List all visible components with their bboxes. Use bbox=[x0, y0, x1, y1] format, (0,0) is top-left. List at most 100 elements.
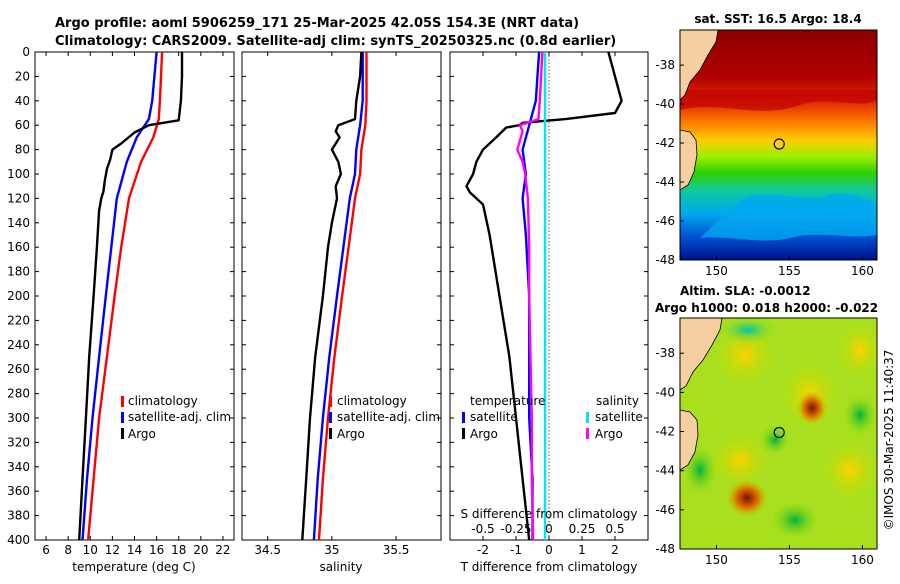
sst-map-panel: sat. SST: 16.5 Argo: 18.4 150 155 160 -38 -4… bbox=[655, 12, 878, 278]
salinity-legend: climatology satellite-adj. clim Argo bbox=[329, 394, 440, 441]
lon-tick-label: 150 bbox=[705, 553, 728, 567]
lat-tick-label: -38 bbox=[655, 58, 675, 72]
depth-tick-label: 320 bbox=[7, 435, 30, 449]
lat-tick-label: -46 bbox=[655, 214, 675, 228]
s-difference-tick-label: -0.5 bbox=[471, 522, 494, 536]
sst-cold-patch bbox=[700, 193, 877, 241]
difference-panel: -2 -1 0 1 2 T difference from climatology S … bbox=[449, 51, 649, 574]
temperature-panel: 6 8 10 12 14 16 18 20 22 temperature (deg C) cli… bbox=[34, 51, 235, 574]
lat-tick-label: -42 bbox=[655, 136, 675, 150]
sst-argo-marker bbox=[773, 138, 785, 150]
lon-tick-label: 155 bbox=[778, 264, 801, 278]
sla-anomaly bbox=[769, 500, 821, 540]
legend-swatch-argo bbox=[121, 428, 124, 439]
x-tick-label: 22 bbox=[215, 543, 230, 557]
x-tick-label: -2 bbox=[477, 543, 489, 557]
legend-label-s-argo: Argo bbox=[595, 427, 623, 441]
x-tick-label: 14 bbox=[127, 543, 142, 557]
x-tick-label: 2 bbox=[611, 543, 619, 557]
argo-salinity-line bbox=[301, 51, 363, 541]
s-difference-tick-label: -0.25 bbox=[500, 522, 531, 536]
legend-swatch-satellite bbox=[121, 412, 124, 423]
x-tick-label: -1 bbox=[510, 543, 522, 557]
depth-tick-label: 80 bbox=[15, 143, 30, 157]
temperature-xlabel: temperature (deg C) bbox=[72, 560, 195, 574]
sla-map-title-line2: Argo h1000: 0.018 h2000: -0.022 bbox=[655, 301, 878, 315]
lon-tick-label: 155 bbox=[778, 553, 801, 567]
legend-title-salinity: salinity bbox=[596, 394, 639, 408]
s-difference-tick-label: 0.5 bbox=[605, 522, 624, 536]
depth-tick-label: 220 bbox=[7, 313, 30, 327]
depth-tick-label: 100 bbox=[7, 167, 30, 181]
argo-s-difference-line bbox=[516, 51, 544, 541]
sla-anomaly bbox=[710, 432, 770, 488]
argo-temperature-line bbox=[78, 52, 184, 541]
x-tick-label: 35 bbox=[324, 543, 339, 557]
depth-tick-label: 260 bbox=[7, 362, 30, 376]
sla-anomaly bbox=[725, 478, 769, 518]
depth-tick-label: 400 bbox=[7, 533, 30, 547]
sla-argo-marker bbox=[773, 426, 785, 439]
sla-land bbox=[680, 318, 723, 471]
x-tick-label: 34.5 bbox=[254, 543, 281, 557]
lat-tick-label: -44 bbox=[655, 464, 675, 478]
depth-tick-label: 300 bbox=[7, 411, 30, 425]
legend-swatch-climatology bbox=[329, 396, 332, 407]
sst-land bbox=[680, 30, 719, 191]
legend-label-climatology: climatology bbox=[337, 394, 407, 408]
legend-swatch-t-argo bbox=[462, 428, 465, 439]
argo-t-difference-line bbox=[465, 51, 623, 541]
sla-anomaly bbox=[718, 318, 778, 344]
x-tick-label: 10 bbox=[83, 543, 98, 557]
salinity-xlabel: salinity bbox=[319, 560, 362, 574]
legend-swatch-t-satellite bbox=[462, 412, 465, 423]
x-tick-label: 0 bbox=[545, 543, 553, 557]
sst-warm-tongue bbox=[680, 90, 877, 111]
sla-map-panel: Altim. SLA: -0.0012 Argo h1000: 0.018 h2… bbox=[655, 284, 878, 567]
legend-label-climatology: climatology bbox=[128, 394, 198, 408]
s-difference-tick-label: 0 bbox=[545, 522, 553, 536]
depth-axis: 0 20 40 60 80 100 120 140 160 180 200 220 240 260 280 3… bbox=[7, 45, 648, 547]
depth-tick-label: 240 bbox=[7, 338, 30, 352]
imos-watermark: ©IMOS 30-Mar-2025 11:40:37 bbox=[882, 350, 896, 531]
lat-tick-label: -38 bbox=[655, 346, 675, 360]
lat-tick-label: -42 bbox=[655, 425, 675, 439]
temperature-axes-frame bbox=[34, 51, 235, 541]
lon-tick-label: 160 bbox=[851, 553, 874, 567]
climatology-salinity-line bbox=[317, 52, 368, 541]
lat-tick-label: -46 bbox=[655, 503, 675, 517]
temperature-difference-legend: temperature satellite Argo bbox=[462, 394, 545, 441]
depth-tick-label: 340 bbox=[7, 460, 30, 474]
x-tick-label: 6 bbox=[42, 543, 50, 557]
figure-title-line2: Climatology: CARS2009. Satellite-adj cli… bbox=[55, 34, 616, 49]
salinity-difference-xlabel: S difference from climatology bbox=[461, 507, 638, 521]
sla-anomaly bbox=[759, 424, 791, 456]
s-difference-tick-label: 0.25 bbox=[569, 522, 596, 536]
x-tick-label: 35.5 bbox=[383, 543, 410, 557]
difference-xlabel: T difference from climatology bbox=[460, 560, 638, 574]
depth-tick-label: 140 bbox=[7, 216, 30, 230]
x-tick-label: 8 bbox=[64, 543, 72, 557]
satellite-salinity-line bbox=[312, 52, 364, 541]
lat-tick-label: -40 bbox=[655, 385, 675, 399]
legend-swatch-s-satellite bbox=[586, 412, 589, 423]
sla-anomaly bbox=[820, 440, 877, 500]
legend-label-s-satellite: satellite bbox=[595, 410, 643, 424]
satellite-temperature-line bbox=[81, 51, 158, 541]
depth-tick-label: 280 bbox=[7, 387, 30, 401]
lat-tick-label: -40 bbox=[655, 97, 675, 111]
legend-label-satellite: satellite-adj. clim bbox=[128, 410, 231, 424]
salinity-panel: 34.5 35 35.5 salinity climatology satellit… bbox=[241, 51, 442, 574]
sla-anomaly bbox=[842, 393, 877, 437]
temperature-legend: climatology satellite-adj. clim Argo bbox=[121, 394, 231, 441]
depth-tick-label: 160 bbox=[7, 240, 30, 254]
climatology-temperature-line bbox=[86, 51, 164, 541]
lat-tick-label: -48 bbox=[655, 253, 675, 267]
depth-tick-label: 120 bbox=[7, 191, 30, 205]
sla-anomaly bbox=[836, 322, 877, 378]
lon-tick-label: 150 bbox=[705, 264, 728, 278]
sla-map-frame bbox=[679, 317, 878, 550]
depth-tick-label: 380 bbox=[7, 509, 30, 523]
x-tick-label: 18 bbox=[171, 543, 186, 557]
